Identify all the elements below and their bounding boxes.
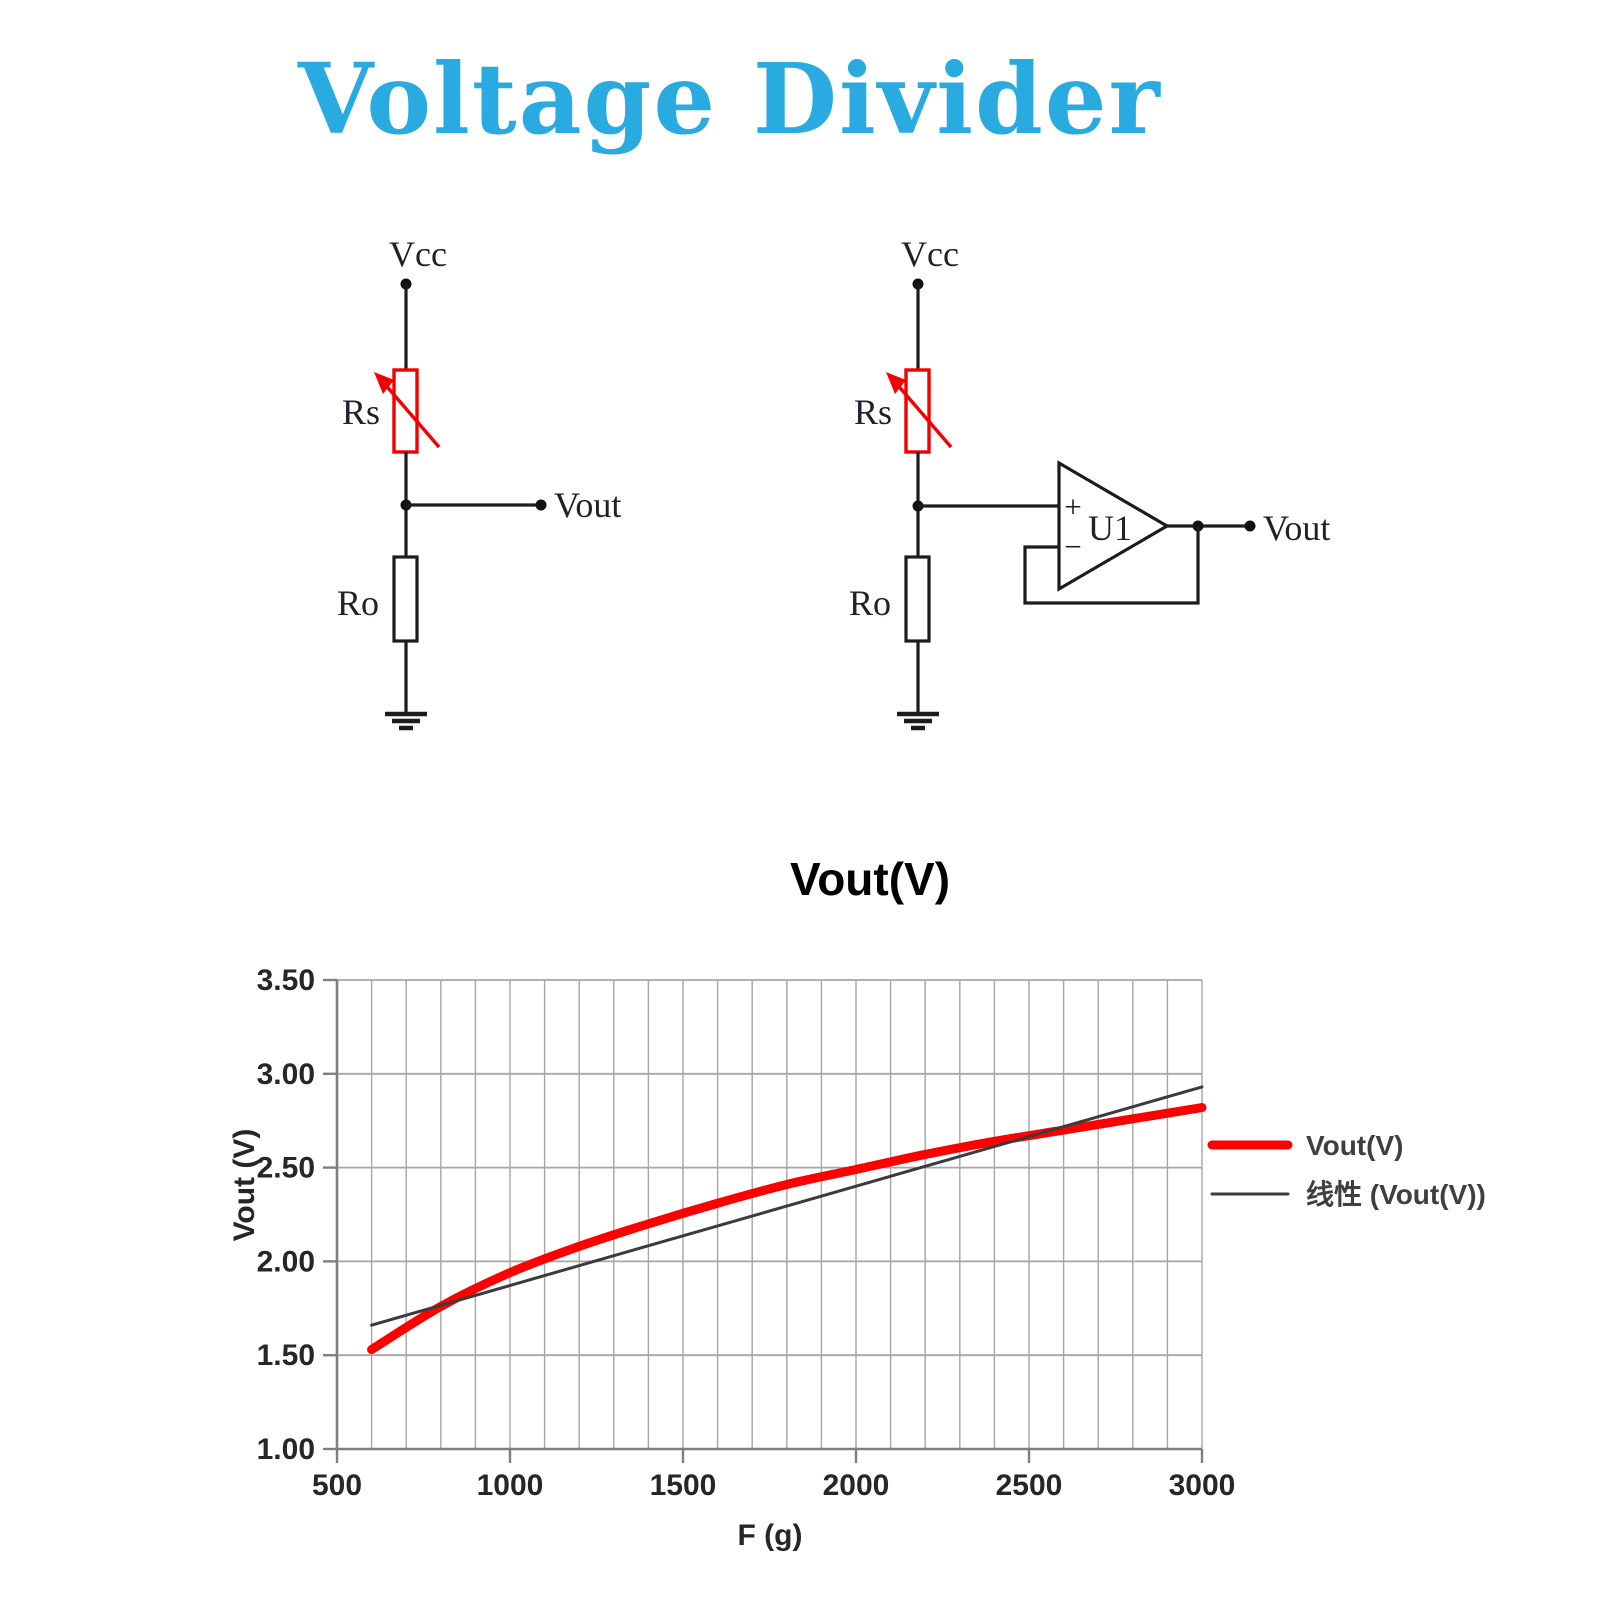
y-tick-label: 1.50: [257, 1339, 315, 1372]
y-tick-label: 1.00: [257, 1433, 315, 1466]
circuit-left: Vcc Rs Vout Ro: [337, 234, 621, 731]
circuit-right: Vcc Rs + − U1 Vout Ro: [849, 234, 1330, 731]
vout-node-dot: [1244, 520, 1256, 532]
x-axis-title: F (g): [738, 1519, 803, 1552]
r0-label: Ro: [337, 583, 379, 623]
rs-arrow-line: [893, 380, 953, 449]
series-curve-1: [370, 1085, 1204, 1327]
x-tick-label: 500: [312, 1469, 362, 1502]
opamp-plus-input: +: [1064, 489, 1081, 524]
opamp-minus-input: −: [1064, 529, 1081, 564]
x-tick-label: 2500: [996, 1469, 1063, 1502]
rs-label: Rs: [342, 392, 380, 432]
y-tick-label: 2.00: [257, 1245, 315, 1278]
rs-arrow-line: [381, 380, 441, 449]
vout-label: Vout: [1263, 508, 1330, 548]
variable-resistor-rs: [904, 368, 931, 454]
chart-grid: [335, 979, 1203, 1451]
rs-label: Rs: [854, 392, 892, 432]
x-tick-label: 2000: [823, 1469, 890, 1502]
y-tick-label: 2.50: [257, 1152, 315, 1185]
rs-arrow-head: [374, 372, 394, 394]
opamp-triangle: [1057, 460, 1171, 592]
y-tick-label: 3.00: [257, 1058, 315, 1091]
vcc-label: Vcc: [901, 234, 959, 274]
y-axis-title: Vout (V): [228, 1129, 261, 1242]
vcc-label: Vcc: [389, 234, 447, 274]
legend-label-1: 线性 (Vout(V)): [1306, 1179, 1486, 1210]
resistor-r0: [904, 555, 931, 643]
vout-label: Vout: [554, 485, 621, 525]
resistor-r0: [392, 555, 419, 643]
ground-symbol: [897, 711, 939, 731]
series-curve-0: [367, 1103, 1207, 1355]
chart-series: [367, 1085, 1207, 1355]
vout-node-dot: [535, 499, 547, 511]
opamp-label: U1: [1088, 508, 1132, 548]
rs-arrow-head: [886, 372, 906, 394]
chart-ticks: 500 1000 1500 2000 2500 3000 1.00 1.50 2.00 2.50 3…: [257, 964, 1236, 1502]
ground-symbol: [385, 711, 427, 731]
chart-legend: Vout(V) 线性 (Vout(V)): [1207, 1130, 1486, 1210]
x-tick-label: 1000: [477, 1469, 544, 1502]
variable-resistor-rs: [392, 368, 419, 454]
x-tick-label: 3000: [1169, 1469, 1236, 1502]
feedback-wire: [1023, 526, 1200, 605]
y-tick-label: 3.50: [257, 964, 315, 997]
legend-label-0: Vout(V): [1306, 1130, 1403, 1161]
r0-label: Ro: [849, 583, 891, 623]
page-title: Voltage Divider: [298, 42, 1162, 156]
x-tick-label: 1500: [650, 1469, 717, 1502]
chart-title: Vout(V): [790, 853, 950, 905]
vout-chart: Vout(V) 500 1000 1500 2000 2500 3000 1.00 1.50 2…: [228, 853, 1486, 1552]
